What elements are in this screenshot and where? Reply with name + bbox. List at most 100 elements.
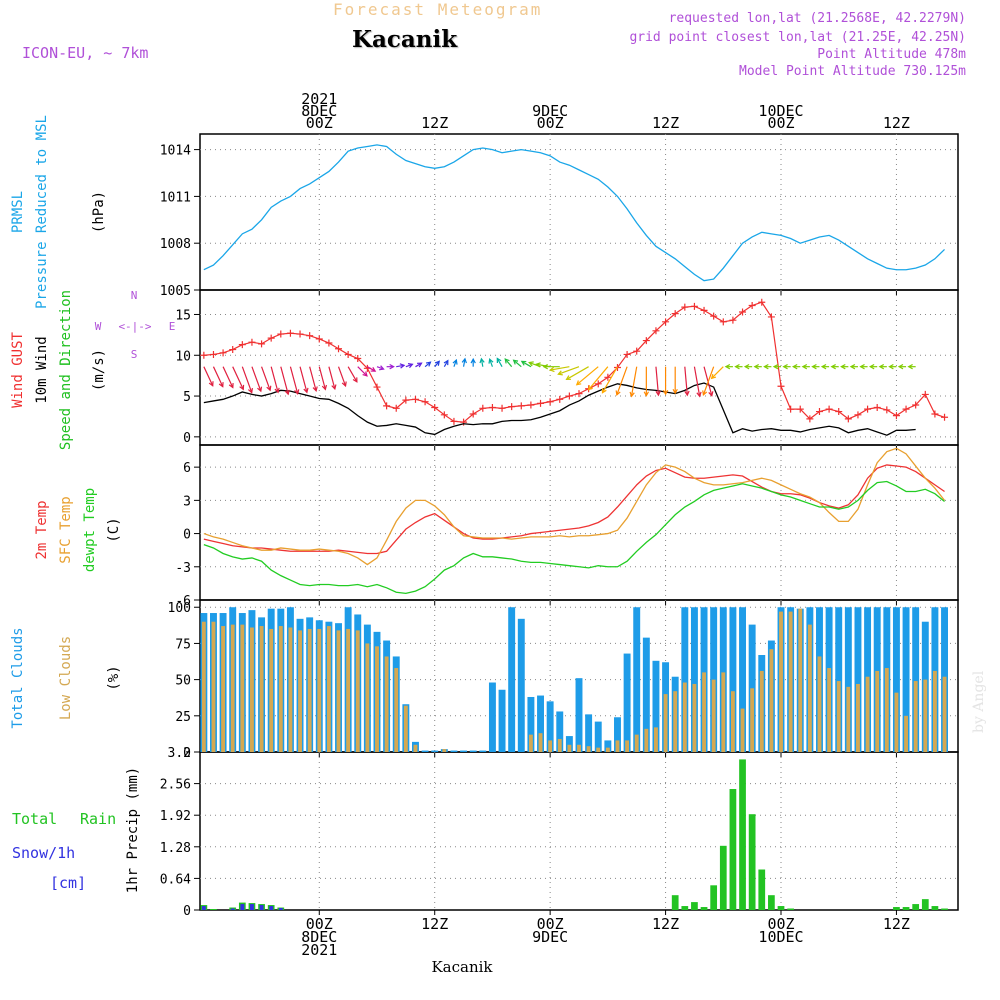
total-cloud-bar [508,607,516,752]
wind-gust-point [335,345,343,353]
wind-arrow-head [312,386,318,393]
wind-arrow-shaft [566,366,589,380]
wind-unit-label: (m/s) [91,349,107,391]
wind-gust-point [565,392,573,400]
wind-arrow-shaft [260,366,271,391]
total-cloud-bar [912,607,920,752]
low-cloud-bar [413,744,418,752]
wind-gust-point [931,410,939,418]
total-cloud-bar [623,653,631,752]
wind-arrow-head [266,385,272,392]
low-cloud-bar [336,630,341,752]
snow-bar [201,906,206,910]
low-cloud-bar [355,630,360,752]
total-cloud-bar [681,607,689,752]
wind-arrow-head [696,391,702,398]
compass-east: E [169,320,176,333]
clouds-tick-label: 75 [175,637,191,652]
total-cloud-bar [537,695,544,752]
wind-arrow-head [520,360,527,366]
total-cloud-bar [488,682,496,752]
wind-arrow-shaft [270,366,279,393]
wind-arrow-head [504,358,510,364]
wind-arrow-head [849,364,856,370]
low-cloud-bar [721,672,726,752]
low-cloud-bar [759,670,764,752]
wind-arrow-head [496,357,502,363]
wind-arrow-head [791,364,798,370]
watermark: by Angel [971,670,987,733]
rain-bar [902,907,910,910]
wind-gust-point [806,415,814,423]
wind-arrow-head [479,357,485,364]
wind-arrow-shaft [396,364,405,368]
low-cloud-bar [923,679,928,752]
temp-unit-label: (C) [106,517,122,542]
wind-arrow-head [565,375,572,381]
wind-arrow-head [228,382,234,389]
wind-arrow-head [239,384,245,391]
low-cloud-bar [375,646,379,752]
low-cloud-bar [865,676,870,752]
wind-gust-point [440,411,448,419]
wind-arrow-head [341,381,347,388]
low-clouds-label: Low Clouds [58,636,74,720]
wind-10m-label: 10m Wind [34,336,50,403]
low-cloud-bar [875,670,880,752]
wind-tick-label: 0 [183,431,191,446]
total-cloud-bar [690,607,698,752]
wind-arrow-shaft [558,366,580,375]
bottom-time-label: 12Z [883,915,910,933]
wind-arrow-head [425,361,432,367]
low-cloud-bar [942,676,947,752]
low-cloud-bar [221,626,226,752]
wind-arrow-shaft [480,358,484,367]
wind-arrow-head [548,366,555,373]
wind-gust-point [517,402,525,410]
wind-gust-point [787,405,795,413]
wind-arrow-head [321,384,328,391]
rain-bar [210,909,217,910]
rain-bar [941,908,948,910]
wind-gust-line [203,301,945,423]
clouds-tick-label: 100 [168,601,191,616]
rain-bar [671,895,679,910]
wind-gust-point [469,410,477,418]
wind-arrow-shaft [655,366,660,396]
low-cloud-bar [932,670,937,752]
temp-2m-label: 2m Temp [34,500,50,559]
wind-gust-point [277,330,285,338]
wind-arrow-head [362,371,368,377]
wind-arrow-head [840,364,846,370]
snow-bar [259,905,264,910]
rain-bar [931,906,939,910]
low-cloud-bar [779,611,783,752]
wind-arrow-head [897,364,904,370]
low-cloud-bar [654,727,658,752]
meteogram-title: Forecast Meteogram [333,0,543,19]
wind-panel-frame [199,289,959,446]
wind-arrow-head [655,390,661,397]
wind-gust-point [286,329,294,337]
total-clouds-label: Total Clouds [10,627,26,728]
wind-arrow-shaft [702,366,715,396]
wind-gust-point [844,415,852,423]
bottom-time-label: 00Z [537,915,564,933]
snow-unit-label: [cm] [50,874,86,892]
wind-gust-point [508,403,516,411]
low-cloud-bar [288,627,293,752]
wind-gust-point [238,341,246,349]
wind-gust-point [739,308,747,316]
wind-arrow-shaft [367,366,376,372]
top-time-label: 2021 [301,90,337,108]
wind-gust-point [623,350,631,358]
wind-gust-point [383,402,391,410]
wind-arrow-shaft [357,366,368,377]
compass-south: S [131,348,138,361]
pressure-tick-label: 1005 [160,284,191,299]
wind-arrow-head [702,390,708,397]
wind-gust-point [373,383,381,391]
bottom-time-label: 9DEC [532,928,568,946]
rain-bar [768,895,775,910]
low-cloud-bar [596,747,601,752]
